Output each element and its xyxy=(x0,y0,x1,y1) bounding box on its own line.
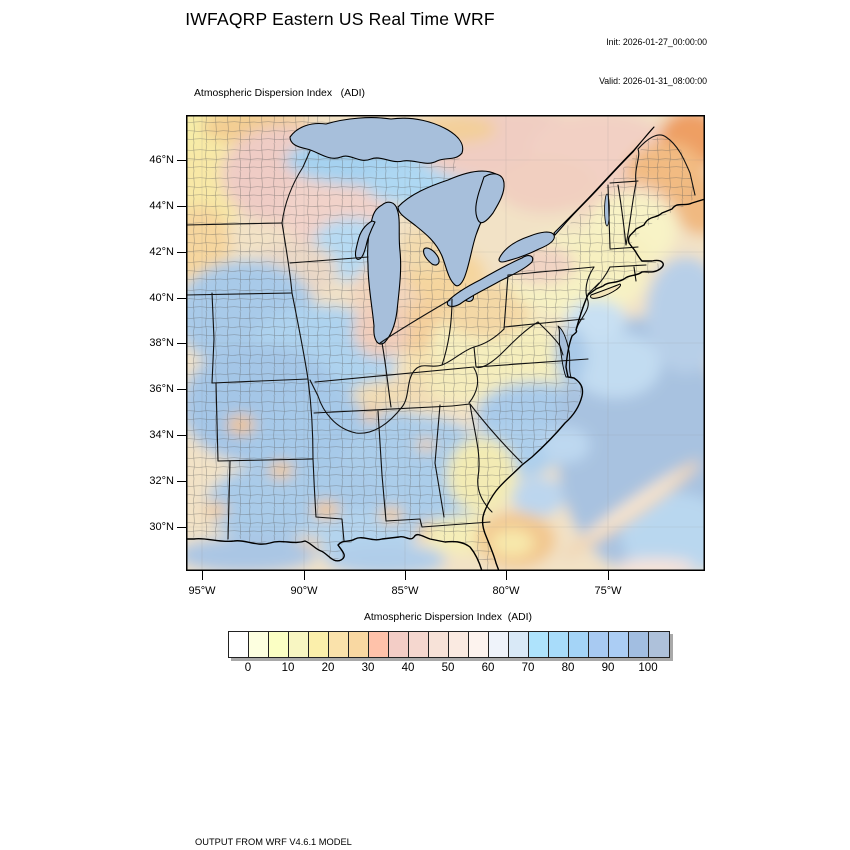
saginaw-bay xyxy=(423,247,440,266)
colorbar-cell xyxy=(569,632,589,657)
lake-erie xyxy=(446,255,534,307)
colorbar-tick-label: 90 xyxy=(601,662,615,674)
map-panel-title: Atmospheric Dispersion Index (ADI) xyxy=(194,88,365,99)
lon-tick-label: 90°W xyxy=(290,585,318,597)
green-bay xyxy=(354,220,376,260)
lat-tick-label: 46°N xyxy=(149,154,174,166)
lat-tick-label: 30°N xyxy=(149,521,174,533)
lon-tick-mark xyxy=(505,571,507,580)
lat-tick-mark xyxy=(177,251,186,253)
colorbar-cell xyxy=(629,632,649,657)
colorbar-tick-label: 30 xyxy=(361,662,375,674)
colorbar-tick-label: 100 xyxy=(638,662,658,674)
state-borders xyxy=(186,134,696,542)
chesapeake-bay xyxy=(557,325,572,378)
lat-tick-mark xyxy=(177,342,186,344)
colorbar-tick-label: 0 xyxy=(244,662,252,674)
colorbar-title: Atmospheric Dispersion Index (ADI) xyxy=(363,612,533,623)
lat-tick-label: 36°N xyxy=(149,383,174,395)
lat-tick-label: 34°N xyxy=(149,429,174,441)
colorbar-cell xyxy=(549,632,569,657)
lon-tick-label: 75°W xyxy=(594,585,622,597)
lon-tick-mark xyxy=(404,571,406,580)
colorbar-tick-label: 70 xyxy=(521,662,535,674)
lat-tick-label: 42°N xyxy=(149,246,174,258)
georgian-bay xyxy=(475,173,505,224)
colorbar-cell xyxy=(469,632,489,657)
colorbar-tick-label: 80 xyxy=(561,662,575,674)
colorbar-tick-label: 50 xyxy=(441,662,455,674)
colorbar-cell xyxy=(369,632,389,657)
st-lawrence-river xyxy=(553,126,655,236)
great-lakes xyxy=(289,117,655,378)
init-time: Init: 2026-01-27_00:00:00 xyxy=(606,37,707,47)
colorbar-cell xyxy=(409,632,429,657)
lon-tick-label: 80°W xyxy=(492,585,520,597)
map-canvas xyxy=(186,115,705,571)
colorbar-cell xyxy=(349,632,369,657)
colorbar-cell xyxy=(229,632,249,657)
colorbar-cell xyxy=(269,632,289,657)
lat-tick-label: 40°N xyxy=(149,292,174,304)
footer-metadata: OUTPUT FROM WRF V4.6.1 MODEL WE = 310 ; … xyxy=(195,809,561,850)
colorbar-cell xyxy=(589,632,609,657)
colorbar-cell xyxy=(389,632,409,657)
gulf-stream-band xyxy=(561,460,701,560)
lat-tick-mark xyxy=(177,297,186,299)
lon-tick-mark xyxy=(201,571,203,580)
map-frame xyxy=(186,115,705,571)
colorbar-cell xyxy=(329,632,349,657)
colorbar-cell xyxy=(529,632,549,657)
lake-huron xyxy=(397,170,502,287)
lat-tick-mark xyxy=(177,480,186,482)
lon-tick-label: 85°W xyxy=(391,585,419,597)
coastline xyxy=(186,198,705,571)
colorbar-cell xyxy=(489,632,509,657)
colorbar-cell xyxy=(289,632,309,657)
lat-tick-label: 32°N xyxy=(149,475,174,487)
lon-tick-mark xyxy=(303,571,305,580)
wrf-map-svg xyxy=(186,115,705,571)
lat-tick-mark xyxy=(177,205,186,207)
valid-time: Valid: 2026-01-31_08:00:00 xyxy=(599,76,707,86)
colorbar-cell xyxy=(249,632,269,657)
run-times: Init: 2026-01-27_00:00:00 Valid: 2026-01… xyxy=(440,10,707,114)
model-version: OUTPUT FROM WRF V4.6.1 MODEL xyxy=(195,836,352,847)
colorbar-tick-label: 20 xyxy=(321,662,335,674)
lake-superior xyxy=(289,117,464,164)
lat-tick-mark xyxy=(177,159,186,161)
colorbar-tick-label: 10 xyxy=(281,662,295,674)
lon-tick-label: 95°W xyxy=(188,585,216,597)
colorbar-tick-label: 40 xyxy=(401,662,415,674)
lat-tick-label: 38°N xyxy=(149,337,174,349)
colorbar-cell xyxy=(429,632,449,657)
colorbar-cell xyxy=(609,632,629,657)
long-island xyxy=(590,283,622,299)
lat-tick-mark xyxy=(177,388,186,390)
colorbar-cell xyxy=(449,632,469,657)
lat-tick-mark xyxy=(177,526,186,528)
colorbar-cell xyxy=(649,632,669,657)
page-title: IWFAQRP Eastern US Real Time WRF xyxy=(185,9,495,29)
colorbar xyxy=(228,631,670,658)
lat-tick-label: 44°N xyxy=(149,200,174,212)
colorbar-cell xyxy=(309,632,329,657)
colorbar-tick-label: 60 xyxy=(481,662,495,674)
lat-tick-mark xyxy=(177,434,186,436)
lon-tick-mark xyxy=(607,571,609,580)
lake-ontario xyxy=(498,231,555,263)
colorbar-cell xyxy=(509,632,529,657)
